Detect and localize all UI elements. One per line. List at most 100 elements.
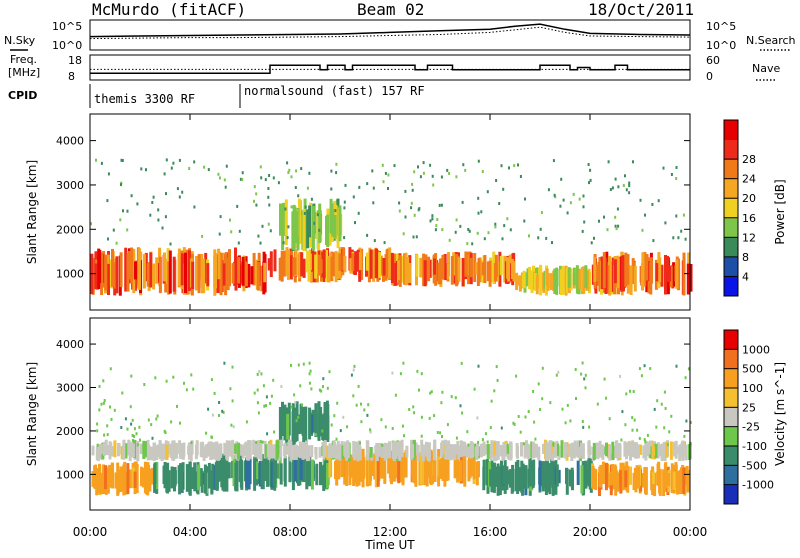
velocity-cell [508, 469, 512, 488]
power-scatter-point [145, 168, 147, 172]
velocity-cell [326, 463, 329, 489]
velocity-cell [463, 459, 467, 478]
power-scatter-point [547, 188, 550, 192]
velocity-scatter-point [255, 440, 258, 444]
power-cell [300, 252, 304, 277]
velocity-cell [397, 444, 401, 459]
power-scatter-point [680, 229, 683, 233]
power-scatter-point [622, 183, 625, 187]
velocity-cell [155, 445, 159, 460]
power-scatter-point [224, 185, 227, 189]
power-cell [578, 269, 582, 289]
power-scatter-point [398, 209, 401, 213]
velocity-cell [279, 414, 283, 433]
velocity-cell [120, 446, 124, 460]
power-cell [428, 259, 432, 278]
velocity-cell [578, 446, 582, 459]
power-scatter-point [219, 215, 222, 219]
power-scatter-point [468, 229, 471, 233]
velocity-cell [459, 440, 463, 458]
power-colorbar-tick-label: 20 [742, 192, 756, 205]
velocity-cell [411, 461, 415, 476]
velocity-scatter-point [656, 399, 659, 403]
power-cell [375, 248, 379, 279]
power-scatter-point [675, 166, 678, 169]
velocity-scatter-point [210, 378, 213, 382]
power-cbar-label: Power [dB] [773, 179, 787, 244]
velocity-cell [537, 446, 541, 461]
velocity-cell [503, 465, 507, 484]
velocity-scatter-point [619, 442, 621, 446]
velocity-scatter-point [549, 401, 552, 405]
power-cell [293, 206, 297, 238]
velocity-cell [175, 442, 179, 459]
velocity-cell [161, 446, 165, 455]
velocity-colorbar-swatch [724, 330, 738, 350]
freq-panel-frame [89, 54, 691, 81]
velocity-cell [98, 464, 102, 492]
power-colorbar-swatch [724, 217, 738, 238]
velocity-cell [361, 448, 365, 488]
power-scatter-point [582, 205, 585, 209]
velocity-cell [204, 444, 208, 459]
power-scatter-point [157, 208, 160, 212]
power-scatter-point [193, 205, 196, 209]
power-scatter-point [459, 224, 462, 228]
velocity-cell [381, 443, 385, 458]
velocity-cell [443, 455, 447, 487]
velocity-cell [189, 442, 193, 458]
power-scatter-point [90, 222, 92, 226]
power-cell [515, 272, 519, 290]
power-cell [596, 264, 600, 282]
velocity-cell [527, 444, 530, 460]
power-scatter-point [295, 169, 298, 173]
velocity-scatter-point [231, 399, 234, 403]
velocity-cell [565, 468, 569, 495]
power-cell [195, 256, 198, 291]
velocity-scatter-point [222, 410, 225, 414]
power-cell [643, 251, 647, 287]
velocity-cell [560, 440, 564, 458]
velocity-scatter-point [477, 364, 480, 368]
velocity-scatter-point [402, 361, 405, 365]
velocity-scatter-point [685, 419, 688, 423]
velocity-cell [301, 442, 305, 455]
velocity-scatter-point [441, 435, 443, 438]
velocity-cell [449, 444, 453, 461]
velocity-cell [553, 467, 557, 485]
power-cell [555, 267, 559, 295]
power-scatter-point [562, 198, 565, 202]
velocity-scatter-point [318, 388, 321, 392]
power-cell [503, 255, 507, 283]
velocity-cell [272, 457, 276, 487]
velocity-scatter-point [608, 417, 611, 421]
power-cell [329, 198, 333, 234]
velocity-cell [675, 446, 679, 454]
power-scatter-point [417, 165, 419, 169]
velocity-colorbar-tick-label: 25 [742, 401, 756, 414]
velocity-cell [299, 443, 303, 457]
velocity-scatter-point [442, 442, 445, 446]
velocity-cell [283, 444, 287, 456]
velocity-cell [264, 444, 268, 458]
velocity-cell [490, 440, 494, 454]
velocity-scatter-point [300, 403, 303, 407]
power-cell [206, 263, 210, 287]
power-cell [307, 250, 311, 282]
power-scatter-point [286, 161, 289, 165]
velocity-cell [505, 445, 509, 457]
velocity-scatter-point [221, 409, 224, 413]
power-scatter-point [513, 164, 516, 168]
velocity-cell [465, 445, 469, 458]
power-cell [267, 258, 271, 271]
velocity-scatter-point [552, 443, 555, 447]
velocity-cell [266, 460, 270, 486]
power-scatter-point [260, 176, 263, 180]
velocity-scatter-point [352, 394, 355, 398]
velocity-cell [178, 470, 182, 495]
y-tick-label: 2000 [56, 223, 84, 236]
x-tick-label: 04:00 [173, 525, 208, 539]
velocity-cell [685, 465, 689, 486]
power-cell [252, 253, 256, 286]
velocity-scatter-point [100, 402, 103, 406]
